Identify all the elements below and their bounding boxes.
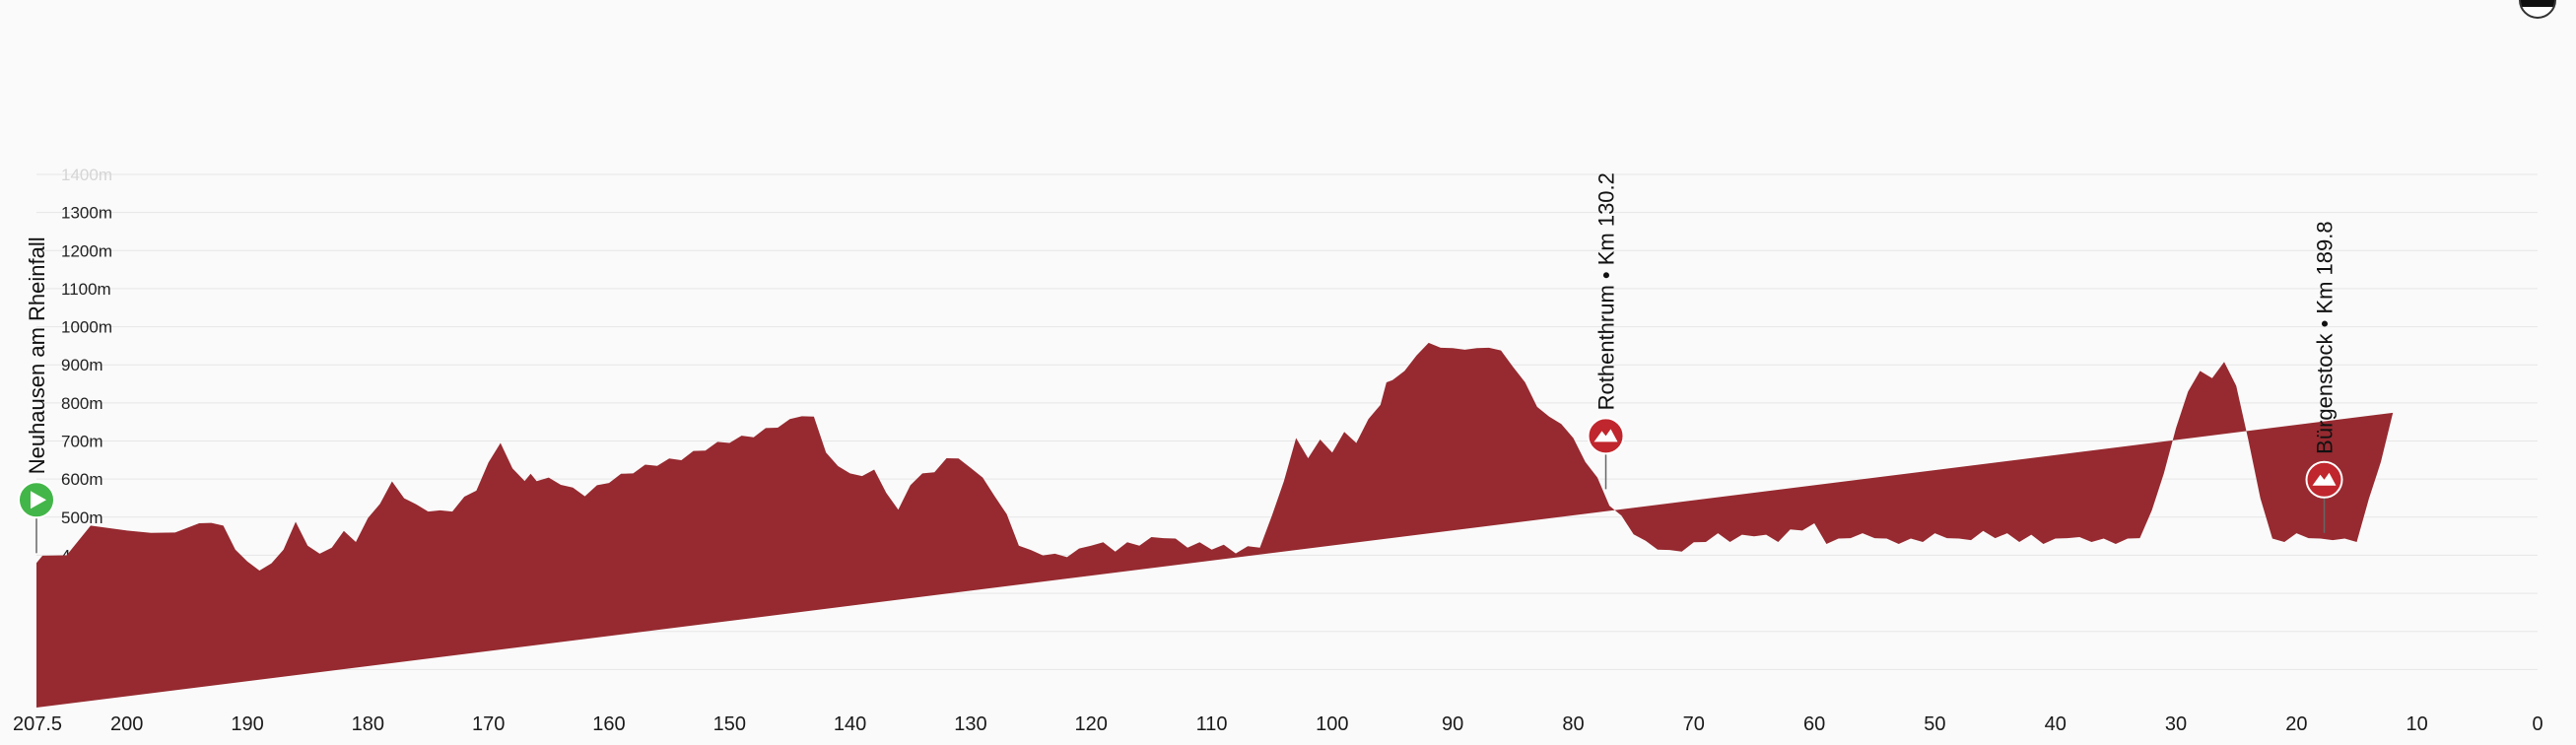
y-tick-label: 600m bbox=[61, 470, 103, 489]
x-tick-label: 180 bbox=[352, 713, 384, 735]
x-tick-label: 120 bbox=[1075, 713, 1108, 735]
markers-layer: Neuhausen am Rheinfall Rothenthrum • Km 1… bbox=[18, 0, 2576, 554]
y-tick-label: 900m bbox=[61, 356, 103, 374]
y-tick-label: 1100m bbox=[61, 280, 111, 299]
elevation-profile-area bbox=[36, 342, 2394, 708]
checker-square bbox=[2544, 0, 2551, 7]
checker-square bbox=[2538, 0, 2544, 7]
marker-label: Neuhausen am Rheinfall bbox=[25, 237, 49, 474]
marker-label: Beckenried • Km 207.5 bbox=[2545, 0, 2576, 5]
marker-label: Rothenthrum • Km 130.2 bbox=[1594, 172, 1619, 410]
y-tick-label: 800m bbox=[61, 394, 103, 413]
x-axis-labels: 207.5 200 190 180 170 160 150 140 130 120 110 100 90… bbox=[13, 713, 2543, 735]
x-tick-label: 110 bbox=[1196, 713, 1228, 735]
checker-square bbox=[2524, 0, 2531, 7]
x-tick-label: 70 bbox=[1683, 713, 1705, 735]
x-tick-label: 90 bbox=[1442, 713, 1463, 735]
checker-square bbox=[2521, 0, 2524, 7]
checker-square bbox=[2531, 0, 2538, 7]
x-tick-label: 207.5 bbox=[13, 713, 62, 735]
x-tick-label: 0 bbox=[2532, 713, 2542, 735]
play-icon-glyph bbox=[31, 491, 46, 509]
x-tick-label: 50 bbox=[1924, 713, 1945, 735]
x-tick-label: 40 bbox=[2045, 713, 2067, 735]
x-tick-label: 20 bbox=[2285, 713, 2307, 735]
x-tick-label: 130 bbox=[954, 713, 986, 735]
y-tick-label: 1200m bbox=[61, 241, 112, 260]
x-tick-label: 150 bbox=[713, 713, 746, 735]
x-tick-label: 190 bbox=[231, 713, 263, 735]
x-tick-label: 200 bbox=[110, 713, 143, 735]
marker-climb: Rothenthrum • Km 130.2 bbox=[1587, 172, 1625, 490]
marker-climb: Bürgenstock • Km 189.8 bbox=[2305, 221, 2343, 533]
checker-square bbox=[2551, 0, 2554, 7]
x-tick-label: 60 bbox=[1803, 713, 1825, 735]
mountain-icon-glyph bbox=[1593, 429, 1618, 442]
x-tick-label: 10 bbox=[2407, 713, 2428, 735]
x-tick-label: 170 bbox=[472, 713, 505, 735]
x-tick-label: 80 bbox=[1562, 713, 1584, 735]
marker-label: Bürgenstock • Km 189.8 bbox=[2313, 221, 2338, 453]
y-tick-label: 500m bbox=[61, 508, 103, 527]
y-tick-label: 1000m bbox=[61, 318, 112, 337]
y-tick-label: 700m bbox=[61, 433, 103, 451]
x-tick-label: 100 bbox=[1316, 713, 1348, 735]
mountain-icon-glyph bbox=[2312, 472, 2337, 486]
y-tick-label: 1300m bbox=[61, 204, 112, 223]
marker-start: Neuhausen am Rheinfall bbox=[18, 237, 55, 554]
y-tick-label: 1400m bbox=[61, 166, 112, 184]
x-tick-label: 160 bbox=[592, 713, 625, 735]
x-tick-label: 30 bbox=[2165, 713, 2187, 735]
marker-finish: Beckenried • Km 207.5 bbox=[2519, 0, 2576, 19]
x-tick-label: 140 bbox=[834, 713, 866, 735]
